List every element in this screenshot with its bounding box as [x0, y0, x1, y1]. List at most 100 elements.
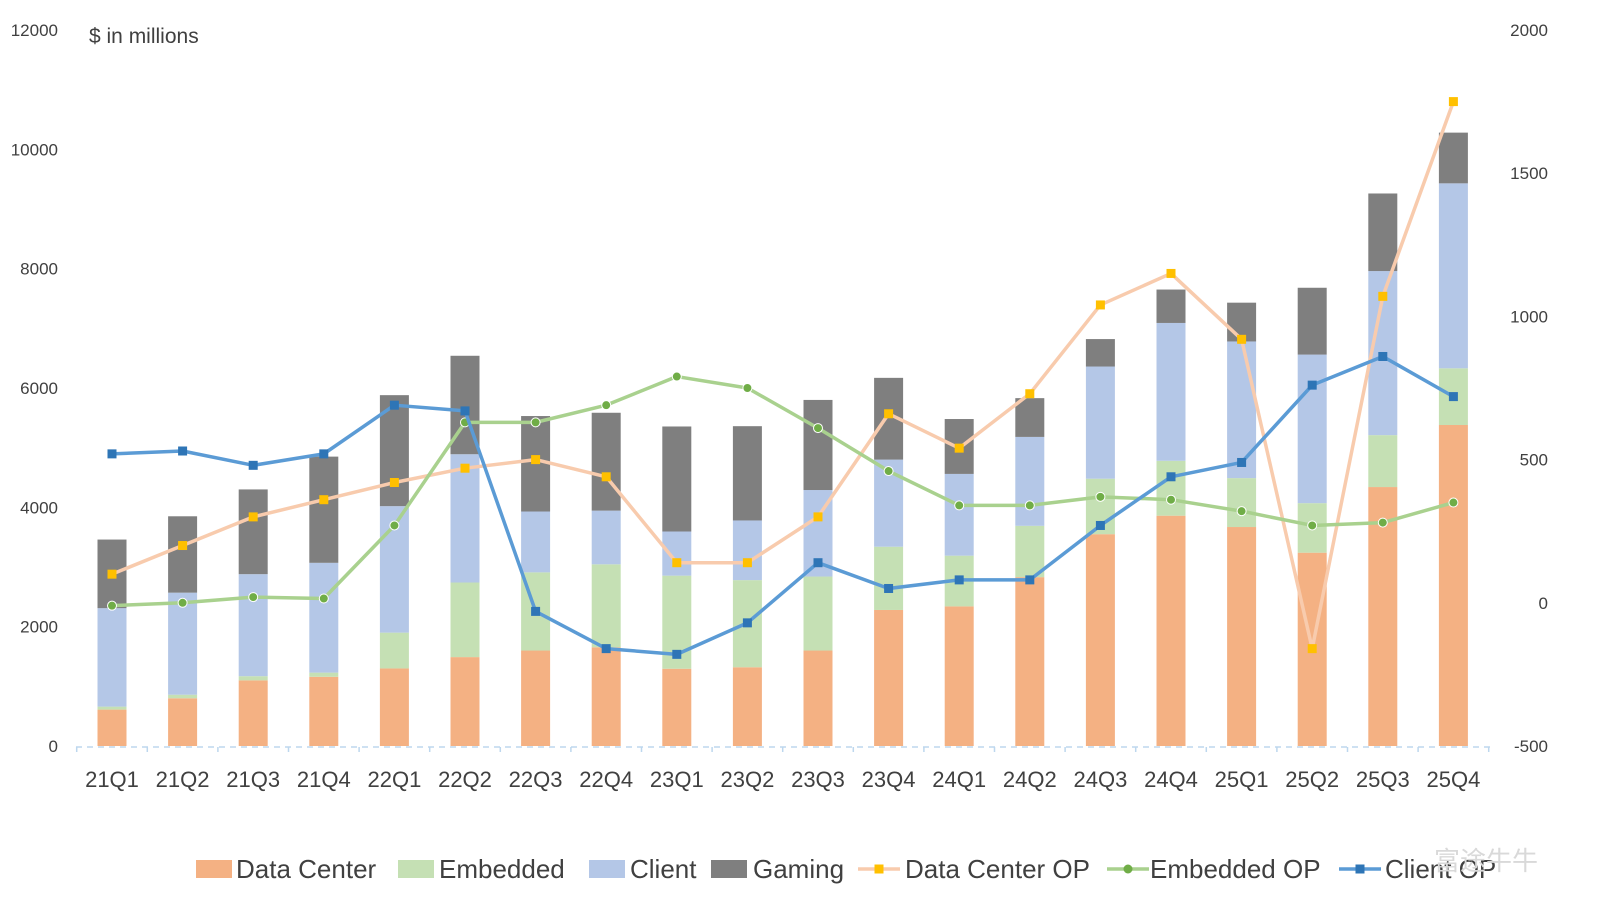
point-data-center-op [954, 443, 964, 453]
bar-data-center [662, 668, 692, 746]
bar-embedded [1015, 525, 1045, 578]
bar-data-center [521, 650, 551, 746]
bar-embedded [803, 576, 833, 651]
right-tick-label: 1500 [1510, 164, 1548, 183]
left-tick-label: 4000 [20, 498, 58, 517]
bar-embedded [97, 706, 127, 710]
point-embedded-op [601, 400, 612, 411]
legend: Data Center Embedded Client Gaming Data Cent… [196, 854, 1496, 884]
point-data-center-op [884, 409, 894, 419]
bar-data-center [238, 680, 268, 746]
point-client-op [107, 449, 117, 459]
point-client-op [884, 583, 894, 593]
point-embedded-op [671, 371, 682, 382]
legend-marker-client-op [1355, 864, 1365, 874]
point-embedded-op [954, 500, 965, 511]
point-data-center-op [1237, 334, 1247, 344]
bar-client [1297, 354, 1327, 504]
point-data-center-op [1448, 97, 1458, 107]
bar-client [1156, 322, 1186, 461]
bar-data-center [1368, 487, 1398, 746]
bar-gaming [803, 399, 833, 491]
bar-data-center [874, 609, 904, 746]
point-data-center-op [813, 512, 823, 522]
point-embedded-op [318, 593, 329, 604]
point-embedded-op [1377, 517, 1388, 528]
bar-client [97, 608, 127, 707]
bar-client [1227, 341, 1257, 479]
point-client-op [813, 558, 823, 568]
bar-gaming [662, 426, 692, 532]
bar-client [662, 531, 692, 576]
left-tick-label: 10000 [11, 140, 58, 159]
point-embedded-op [883, 466, 894, 477]
point-client-op [1095, 520, 1105, 530]
point-data-center-op [601, 472, 611, 482]
point-data-center-op [389, 478, 399, 488]
legend-label-data-center: Data Center [236, 854, 377, 884]
category-label: 24Q1 [932, 767, 986, 792]
bar-embedded [874, 546, 904, 610]
point-data-center-op [1025, 389, 1035, 399]
category-label: 25Q3 [1356, 767, 1410, 792]
point-embedded-op [1448, 497, 1459, 508]
bar-gaming [591, 412, 621, 511]
legend-marker-data-center-op [874, 864, 884, 874]
point-client-op [1166, 472, 1176, 482]
bar-gaming [309, 456, 339, 563]
bar-gaming [1015, 398, 1045, 437]
point-client-op [319, 449, 329, 459]
point-data-center-op [107, 569, 117, 579]
x-axis [75, 746, 1490, 752]
right-tick-label: 1000 [1510, 307, 1548, 326]
bar-embedded [1156, 460, 1186, 516]
point-data-center-op [178, 541, 188, 551]
bar-client [1085, 366, 1115, 479]
right-tick-label: 500 [1520, 451, 1548, 470]
bar-gaming [1156, 289, 1186, 323]
bar-gaming [1368, 193, 1398, 272]
bar-client [1015, 436, 1045, 526]
point-client-op [1378, 351, 1388, 361]
point-client-op [601, 644, 611, 654]
category-label: 24Q4 [1144, 767, 1198, 792]
bar-client [1438, 183, 1468, 369]
bar-data-center [168, 698, 198, 746]
point-data-center-op [531, 455, 541, 465]
bar-embedded [168, 694, 198, 699]
category-label: 21Q4 [297, 767, 351, 792]
right-tick-label: 0 [1539, 594, 1548, 613]
point-data-center-op [1378, 291, 1388, 301]
bar-data-center [97, 709, 127, 746]
bar-client [238, 574, 268, 677]
left-tick-label: 12000 [11, 21, 58, 40]
bar-data-center [1085, 534, 1115, 746]
bar-client [944, 473, 974, 556]
legend-label-data-center-op: Data Center OP [905, 854, 1090, 884]
line-embedded-op [111, 374, 1454, 608]
left-tick-label: 0 [49, 737, 58, 756]
point-client-op [1307, 380, 1317, 390]
point-client-op [460, 406, 470, 416]
bar-data-center [944, 606, 974, 746]
point-data-center-op [672, 558, 682, 568]
bar-data-center [1015, 577, 1045, 746]
bar-gaming [168, 516, 198, 593]
category-label: 25Q1 [1215, 767, 1269, 792]
bar-embedded [591, 564, 621, 648]
point-embedded-op [1095, 491, 1106, 502]
bar-embedded [309, 672, 339, 677]
left-tick-label: 6000 [20, 379, 58, 398]
bar-gaming [732, 426, 762, 521]
bar-gaming [1085, 339, 1115, 367]
point-data-center-op [1307, 644, 1317, 654]
category-label: 22Q3 [509, 767, 563, 792]
category-label: 21Q2 [156, 767, 210, 792]
bar-data-center [732, 667, 762, 746]
point-client-op [1448, 392, 1458, 402]
bar-embedded [1368, 435, 1398, 488]
category-label: 23Q1 [650, 767, 704, 792]
point-client-op [531, 606, 541, 616]
